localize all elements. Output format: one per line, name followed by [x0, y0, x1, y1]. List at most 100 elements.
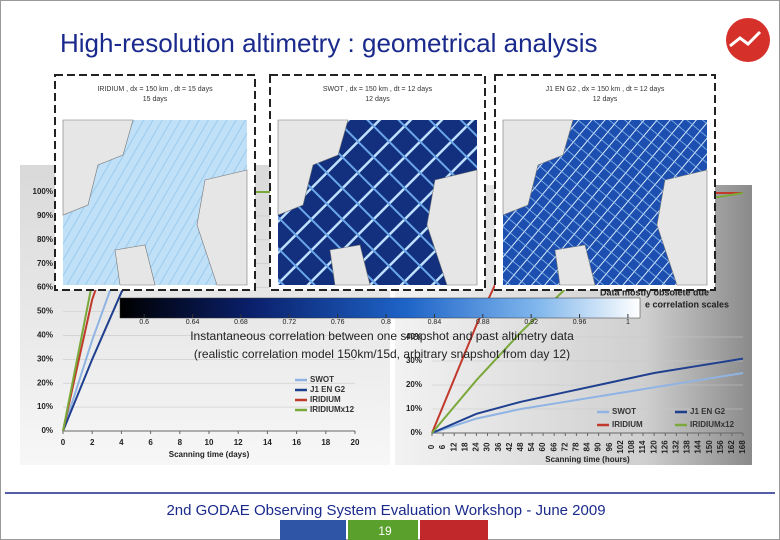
x-tick-label: 0 [61, 438, 66, 447]
colorbar-tick-label: 0.68 [234, 319, 248, 326]
map-land [277, 119, 478, 286]
x-tick-label: 18 [460, 442, 469, 451]
y-tick-label: 0% [41, 426, 53, 435]
legend-label: SWOT [310, 375, 334, 384]
x-tick-label: 36 [494, 442, 503, 451]
map-title: J1 EN G2 , dx = 150 km , dt = 12 days [546, 86, 665, 93]
x-tick-label: 66 [549, 442, 558, 451]
colorbar-tick-label: 0.76 [331, 319, 345, 326]
x-tick-label: 16 [292, 438, 301, 447]
footer-bar [280, 520, 346, 540]
footer-bar [348, 520, 418, 540]
legend-label: IRIDIUMx12 [310, 405, 355, 414]
colorbar-tick-label: 0.64 [186, 319, 200, 326]
legend-label: IRIDIUM [612, 420, 643, 429]
x-tick-label: 96 [605, 442, 614, 451]
map-land [62, 119, 248, 286]
colorbar-tick-label: 0.72 [282, 319, 296, 326]
x-tick-label: 18 [321, 438, 330, 447]
x-axis-label: Scanning time (days) [169, 450, 250, 459]
colorbar-tick-label: 0.88 [476, 319, 490, 326]
y-tick-label: 70% [37, 259, 53, 268]
y-tick-label: 60% [37, 283, 53, 292]
colorbar-tick-label: 1 [626, 319, 630, 326]
y-tick-label: 90% [37, 211, 53, 220]
x-tick-label: 30 [483, 442, 492, 451]
x-tick-label: 4 [119, 438, 124, 447]
x-tick-label: 12 [449, 442, 458, 451]
x-tick-label: 0 [427, 444, 436, 449]
x-tick-label: 54 [527, 442, 536, 451]
x-tick-label: 24 [472, 442, 481, 451]
x-tick-label: 20 [351, 438, 360, 447]
footer-bar [420, 520, 488, 540]
x-tick-label: 138 [683, 440, 692, 454]
y-tick-label: 50% [37, 307, 53, 316]
x-tick-label: 132 [671, 440, 680, 454]
colorbar-tick-label: 0.8 [381, 319, 391, 326]
colorbar [119, 297, 641, 319]
map-subtitle: 12 days [365, 96, 390, 103]
x-tick-label: 168 [738, 440, 747, 454]
x-tick-label: 2 [90, 438, 95, 447]
x-tick-label: 84 [583, 442, 592, 451]
note: e correlation scales [645, 299, 729, 309]
y-tick-label: 100% [33, 187, 53, 196]
footer-text: 2nd GODAE Observing System Evaluation Wo… [166, 502, 605, 519]
y-tick-label: 20% [406, 380, 422, 389]
caption: Instantaneous correlation between one sn… [190, 329, 574, 343]
y-tick-label: 30% [37, 354, 53, 363]
y-tick-label: 80% [37, 235, 53, 244]
map-title: IRIDIUM , dx = 150 km , dt = 15 days [97, 86, 213, 93]
x-tick-label: 14 [263, 438, 272, 447]
x-tick-label: 120 [649, 440, 658, 454]
x-tick-label: 150 [705, 440, 714, 454]
caption: (realistic correlation model 150km/15d, … [194, 347, 570, 361]
legend-label: IRIDIUM [310, 395, 341, 404]
colorbar-tick-label: 0.92 [524, 319, 538, 326]
y-tick-label: 0% [410, 428, 422, 437]
x-tick-label: 6 [438, 444, 447, 449]
x-tick-label: 156 [716, 440, 725, 454]
y-tick-label: 20% [37, 378, 53, 387]
series-line [431, 357, 744, 434]
x-tick-label: 102 [616, 440, 625, 454]
x-tick-label: 78 [572, 442, 581, 451]
legend-label: J1 EN G2 [310, 385, 346, 394]
x-tick-label: 162 [727, 440, 736, 454]
note: Data mostly obsolete due [600, 287, 709, 297]
x-tick-label: 144 [694, 440, 703, 454]
x-tick-label: 48 [516, 442, 525, 451]
logo [726, 18, 770, 62]
y-tick-label: 10% [406, 404, 422, 413]
x-tick-label: 108 [627, 440, 636, 454]
x-tick-label: 72 [560, 442, 569, 451]
map-title: SWOT , dx = 150 km , dt = 12 days [323, 86, 433, 93]
map-land [502, 119, 708, 286]
legend-label: SWOT [612, 407, 636, 416]
colorbar-tick-label: 0.84 [428, 319, 442, 326]
x-tick-label: 60 [538, 442, 547, 451]
y-tick-label: 30% [406, 356, 422, 365]
y-tick-label: 40% [37, 331, 53, 340]
map-subtitle: 12 days [593, 96, 618, 103]
x-tick-label: 126 [660, 440, 669, 454]
legend-label: J1 EN G2 [690, 407, 726, 416]
series-line [431, 372, 744, 434]
x-tick-label: 6 [148, 438, 153, 447]
legend-label: IRIDIUMx12 [690, 420, 735, 429]
x-tick-label: 10 [205, 438, 214, 447]
x-tick-label: 90 [594, 442, 603, 451]
map-subtitle: 15 days [143, 96, 168, 103]
y-tick-label: 40% [406, 332, 422, 341]
colorbar-tick-label: 0.96 [573, 319, 587, 326]
page-number: 19 [378, 524, 392, 538]
x-axis-label: Scanning time (hours) [545, 455, 630, 464]
y-tick-label: 10% [37, 402, 53, 411]
x-tick-label: 8 [178, 438, 183, 447]
x-tick-label: 114 [638, 440, 647, 453]
x-tick-label: 42 [505, 442, 514, 451]
slide-title: High-resolution altimetry : geometrical … [60, 28, 598, 58]
colorbar-tick-label: 0.6 [139, 319, 149, 326]
